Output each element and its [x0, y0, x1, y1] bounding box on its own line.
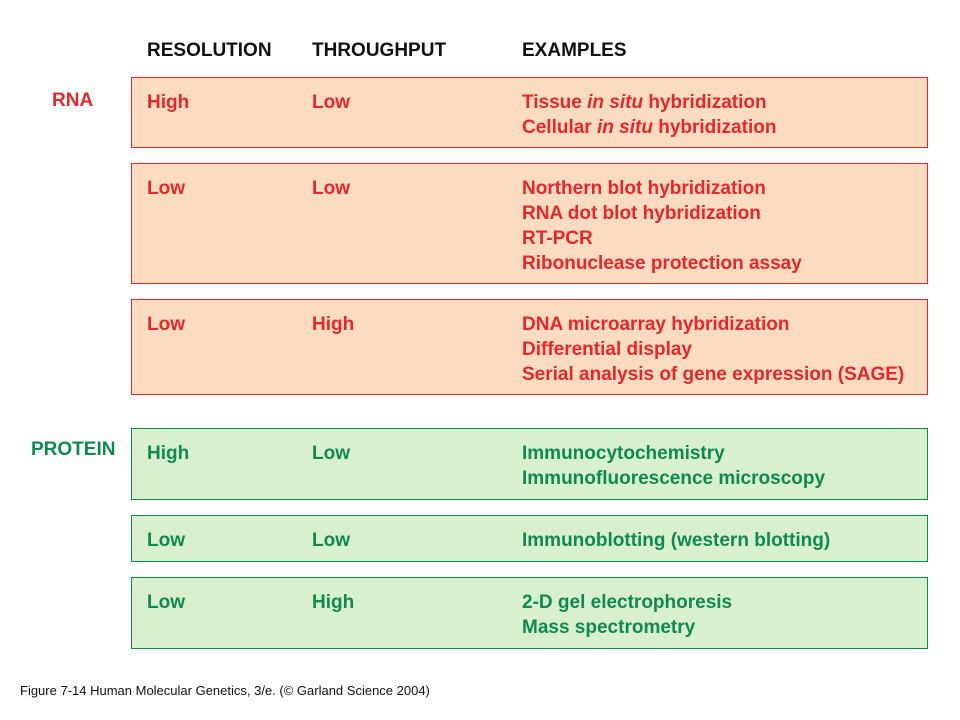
example-item: Differential display — [522, 339, 692, 360]
examples-cell: Tissue in situ hybridization Cellular in… — [522, 90, 776, 140]
example-item: Immunocytochemistry — [522, 443, 725, 464]
examples-cell: Immunocytochemistry Immunofluorescence m… — [522, 441, 825, 491]
example-item: Northern blot hybridization — [522, 178, 766, 199]
header-examples: EXAMPLES — [522, 40, 627, 61]
resolution-cell: High — [147, 443, 190, 464]
example-item: Ribonuclease protection assay — [522, 253, 802, 274]
resolution-cell: Low — [147, 530, 185, 551]
figure-caption: Figure 7-14 Human Molecular Genetics, 3/… — [20, 683, 430, 698]
throughput-cell: Low — [312, 530, 350, 551]
resolution-cell: Low — [147, 314, 185, 335]
example-item: Cellular in situ hybridization — [522, 117, 777, 138]
example-item: Immunoblotting (western blotting) — [522, 530, 831, 551]
examples-cell: Immunoblotting (western blotting) — [522, 528, 830, 553]
example-item: Serial analysis of gene expression (SAGE… — [522, 364, 905, 385]
throughput-cell: Low — [312, 178, 350, 199]
resolution-cell: High — [147, 92, 190, 113]
resolution-cell: Low — [147, 592, 185, 613]
table-row: High Low Tissue in situ hybridization Ce… — [131, 77, 928, 148]
example-item: Mass spectrometry — [522, 617, 696, 638]
throughput-cell: High — [312, 592, 355, 613]
table-row: High Low Immunocytochemistry Immunofluor… — [131, 428, 928, 500]
header-throughput: THROUGHPUT — [312, 40, 447, 61]
category-label-protein: PROTEIN — [31, 439, 116, 460]
category-label-rna: RNA — [52, 90, 94, 111]
example-item: 2-D gel electrophoresis — [522, 592, 733, 613]
example-item: Immunofluorescence microscopy — [522, 468, 826, 489]
throughput-cell: High — [312, 314, 355, 335]
example-item: DNA microarray hybridization — [522, 314, 790, 335]
table-row: Low High DNA microarray hybridization Di… — [131, 299, 928, 395]
table-row: Low Low Northern blot hybridization RNA … — [131, 163, 928, 284]
throughput-cell: Low — [312, 92, 350, 113]
header-resolution: RESOLUTION — [147, 40, 272, 61]
resolution-cell: Low — [147, 178, 185, 199]
example-item: Tissue in situ hybridization — [522, 92, 767, 113]
table-row: Low High 2-D gel electrophoresis Mass sp… — [131, 577, 928, 649]
example-item: RT-PCR — [522, 228, 593, 249]
examples-cell: 2-D gel electrophoresis Mass spectrometr… — [522, 590, 732, 640]
throughput-cell: Low — [312, 443, 350, 464]
table-row: Low Low Immunoblotting (western blotting… — [131, 515, 928, 562]
examples-cell: DNA microarray hybridization Differentia… — [522, 312, 904, 387]
example-item: RNA dot blot hybridization — [522, 203, 761, 224]
examples-cell: Northern blot hybridization RNA dot blot… — [522, 176, 802, 276]
